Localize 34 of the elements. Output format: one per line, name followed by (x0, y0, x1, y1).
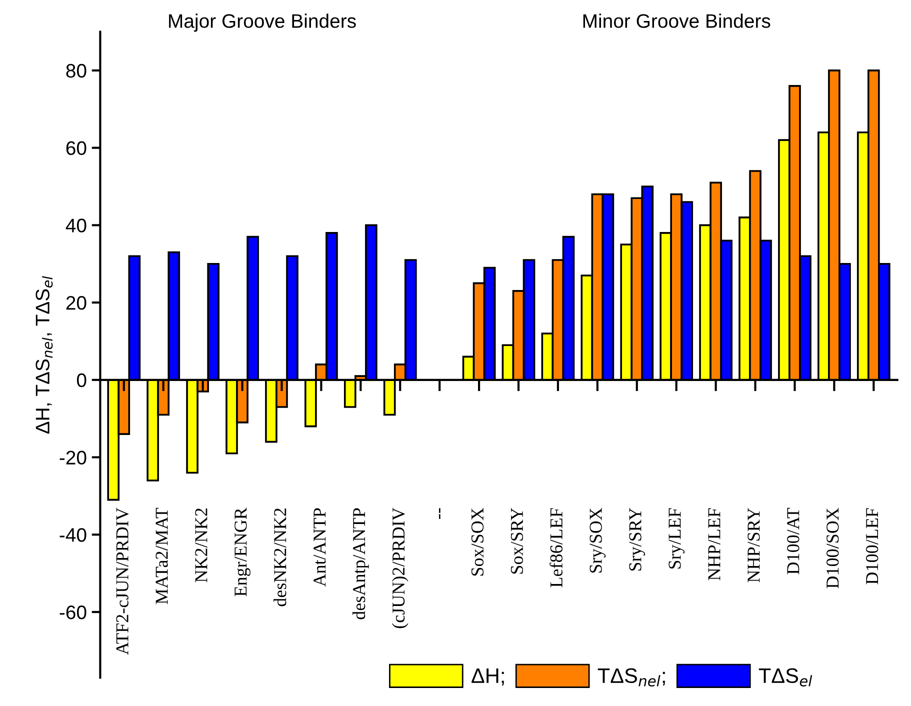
x-tick-label: desAntp/ANTP (352, 508, 369, 620)
y-tick-label: 60 (66, 141, 86, 156)
x-tick-label: ATF2-cJUN/PRDIV (116, 508, 128, 655)
x-tick-label: Ant/ANTP (314, 508, 326, 587)
x-tick-label: Lef86/LEF (550, 508, 562, 588)
legend-label: ΔH; (472, 668, 504, 686)
y-tick-label: -20 (60, 450, 86, 465)
text: Minor Groove Binders (583, 14, 770, 28)
y-tick-label: 20 (66, 296, 86, 310)
x-tick-label: D100/SOX (826, 508, 839, 588)
x-tick-label: NK2/NK2 (195, 508, 208, 582)
x-tick-label: NHP/LEF (708, 508, 720, 580)
y-tick-label: 40 (66, 218, 86, 232)
y-tick-label: 80 (66, 64, 86, 78)
x-tick-label: NHP/SRY (748, 508, 760, 582)
y-tick-label: -60 (60, 605, 86, 620)
x-tick-label: Engr/ENGR (234, 508, 250, 596)
y-tick-label: -40 (60, 528, 86, 542)
x-tick-label: D100/AT (787, 508, 800, 574)
x-tick-label: Sry/SRY (629, 508, 646, 571)
x-tick-label: Sry/LEF (668, 508, 685, 569)
y-tick-label: 0 (76, 373, 86, 388)
x-tick-label: D100/LEF (866, 508, 878, 584)
x-tick-label: MATa2/MAT (156, 508, 168, 604)
x-tick-label: Sox/SRY (510, 508, 524, 574)
y-axis-title: ΔH, TΔS$_{nel}$, TΔS$_{el}$ (36, 276, 53, 434)
legend-label: TΔS$_{nel}$; (598, 668, 665, 686)
x-tick-label: (cJUN)2/PRDIV (392, 508, 408, 628)
x-tick-label: -- (438, 508, 440, 519)
legend-label: TΔS$_{el}$ (758, 668, 812, 686)
x-tick-label: Sox/SOX (471, 508, 484, 576)
x-tick-label: desNK2/NK2 (274, 508, 286, 606)
x-tick-label: Sry/SOX (590, 508, 606, 573)
annotation: Major Groove Binders (169, 14, 356, 32)
